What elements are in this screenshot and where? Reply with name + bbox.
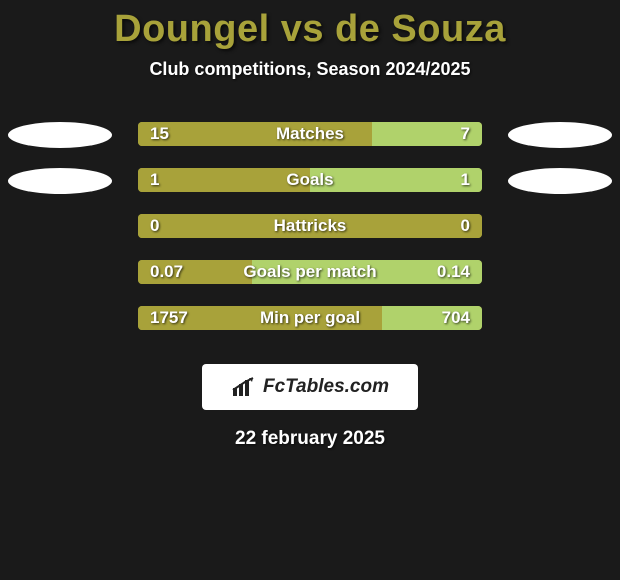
stat-row: 157Matches [0, 112, 620, 158]
page-subtitle: Club competitions, Season 2024/2025 [0, 59, 620, 80]
stat-bar: 157Matches [138, 122, 482, 146]
player-marker-right [508, 122, 612, 148]
stat-bar-left [138, 214, 482, 238]
bar-chart-icon [231, 376, 257, 398]
player-marker-left [8, 122, 112, 148]
stat-bar: 11Goals [138, 168, 482, 192]
brand-text: FcTables.com [263, 376, 389, 398]
player-marker-left [8, 168, 112, 194]
stat-bar-left [138, 168, 310, 192]
date-label: 22 february 2025 [0, 428, 620, 450]
stat-row: 11Goals [0, 158, 620, 204]
stat-row: 0.070.14Goals per match [0, 250, 620, 296]
stat-bar-right [382, 306, 482, 330]
player-marker-right [508, 168, 612, 194]
stat-row: 1757704Min per goal [0, 296, 620, 342]
stat-bar: 00Hattricks [138, 214, 482, 238]
stat-bar-right [310, 168, 482, 192]
stat-bar-left [138, 260, 252, 284]
stat-bar-left [138, 122, 372, 146]
comparison-rows: 157Matches 11Goals 00Hattricks 0.070.14Goal… [0, 112, 620, 342]
page-title: Doungel vs de Souza [0, 0, 620, 51]
stat-bar-right [252, 260, 482, 284]
stat-bar: 1757704Min per goal [138, 306, 482, 330]
brand-badge: FcTables.com [202, 364, 418, 410]
stat-bar-left [138, 306, 382, 330]
stat-bar-right [372, 122, 482, 146]
stat-bar: 0.070.14Goals per match [138, 260, 482, 284]
stat-row: 00Hattricks [0, 204, 620, 250]
